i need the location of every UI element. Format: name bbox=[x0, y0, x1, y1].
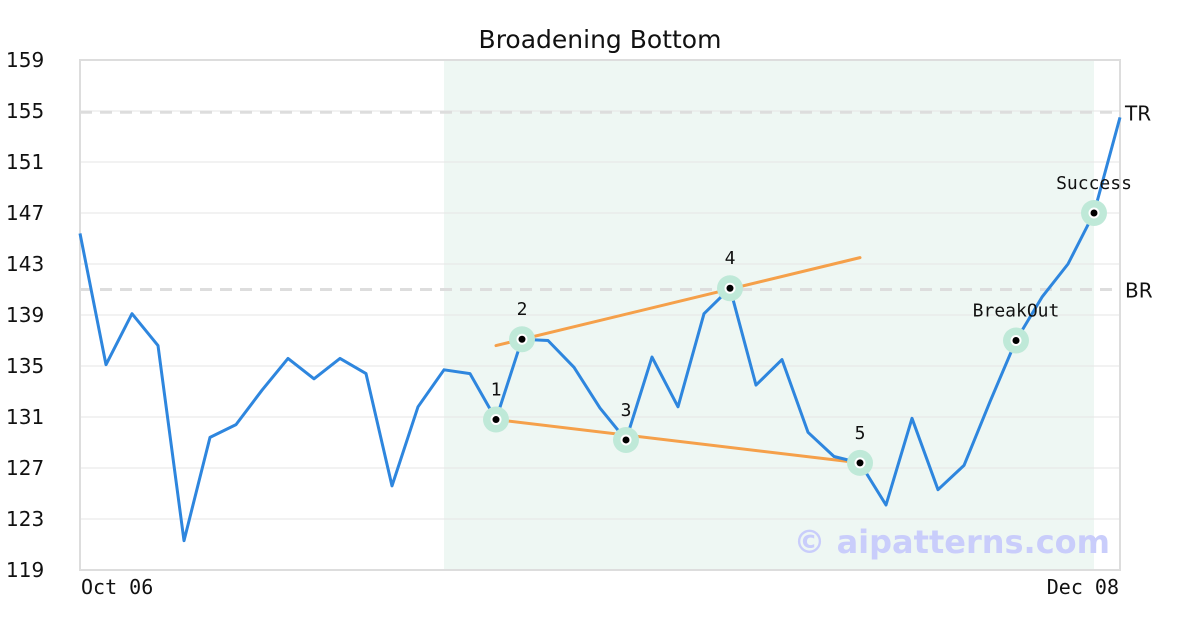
marker-dot bbox=[726, 284, 734, 292]
marker-label: 2 bbox=[517, 299, 528, 320]
y-tick-label: 143 bbox=[6, 252, 44, 276]
chart-title: Broadening Bottom bbox=[479, 25, 722, 54]
reference-label-tr: TR bbox=[1124, 101, 1151, 125]
marker-dot bbox=[856, 459, 864, 467]
y-tick-label: 139 bbox=[6, 303, 44, 327]
y-tick-label: 123 bbox=[6, 507, 44, 531]
x-tick-label-end: Dec 08 bbox=[1047, 575, 1119, 599]
y-tick-label: 135 bbox=[6, 354, 44, 378]
pattern-point-marker: Success bbox=[1056, 173, 1132, 226]
y-tick-label: 119 bbox=[6, 558, 44, 582]
marker-dot bbox=[492, 416, 500, 424]
marker-dot bbox=[1012, 337, 1020, 344]
y-tick-label: 151 bbox=[6, 150, 44, 174]
pattern-point-marker: 2 bbox=[509, 299, 535, 353]
pattern-point-marker: 5 bbox=[847, 423, 873, 476]
y-tick-label: 159 bbox=[6, 48, 44, 72]
marker-label: Success bbox=[1056, 173, 1132, 194]
y-tick-label: 147 bbox=[6, 201, 44, 225]
marker-label: 1 bbox=[491, 380, 502, 401]
marker-dot bbox=[518, 335, 526, 343]
reference-label-br: BR bbox=[1125, 279, 1153, 303]
pattern-point-marker: 4 bbox=[717, 248, 743, 302]
marker-label: BreakOut bbox=[973, 301, 1060, 322]
pattern-point-marker: 1 bbox=[483, 380, 509, 433]
marker-label: 4 bbox=[725, 248, 736, 269]
pattern-point-marker: BreakOut bbox=[973, 301, 1060, 354]
x-tick-label-start: Oct 06 bbox=[81, 575, 153, 599]
marker-dot bbox=[622, 436, 630, 444]
trendline-upper bbox=[494, 256, 862, 348]
watermark: © aipatterns.com bbox=[793, 523, 1110, 561]
price-series-line bbox=[78, 117, 1122, 543]
y-tick-label: 131 bbox=[6, 405, 44, 429]
marker-dot bbox=[1090, 209, 1098, 217]
pattern-point-marker: 3 bbox=[613, 400, 639, 453]
marker-label: 3 bbox=[621, 400, 632, 421]
y-tick-label: 127 bbox=[6, 456, 44, 480]
trendline-lower bbox=[494, 418, 862, 465]
plot-frame bbox=[79, 59, 1121, 571]
marker-label: 5 bbox=[855, 423, 866, 444]
y-tick-label: 155 bbox=[6, 99, 44, 123]
